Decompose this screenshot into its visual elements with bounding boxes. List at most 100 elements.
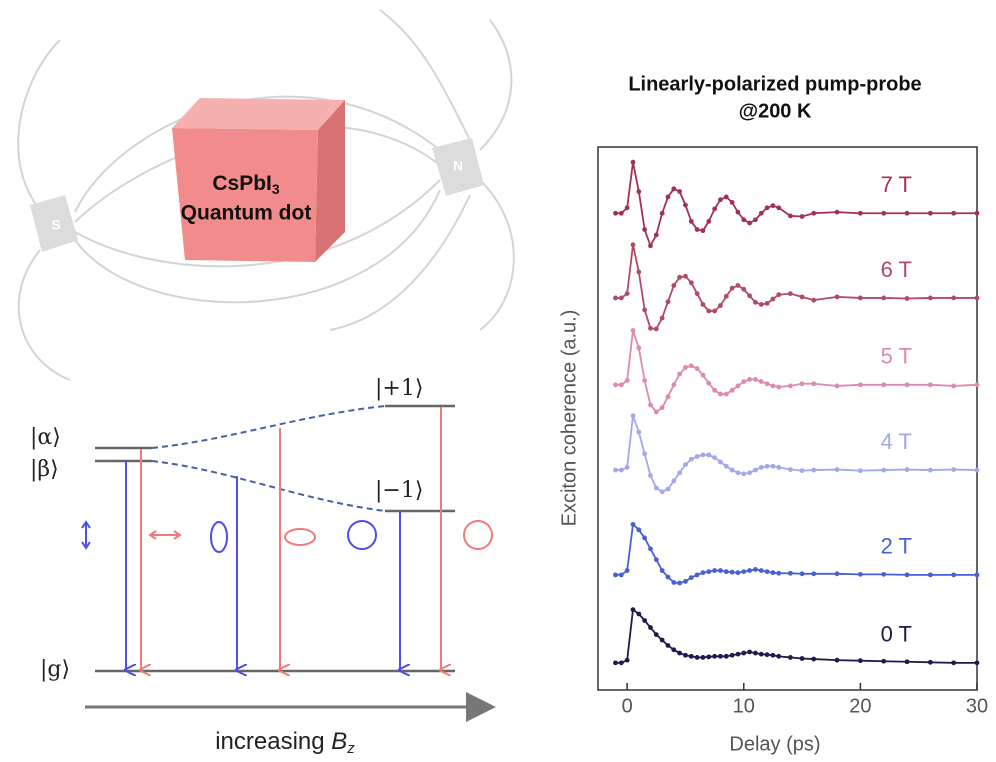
data-point — [613, 295, 618, 301]
data-point — [723, 653, 729, 659]
dashed-links — [151, 405, 386, 512]
data-point — [951, 295, 957, 301]
data-point — [700, 228, 706, 234]
data-point — [648, 473, 653, 478]
data-point — [648, 402, 653, 408]
magnet-label: S — [51, 217, 60, 233]
data-point — [683, 365, 688, 370]
data-point — [741, 471, 747, 477]
data-point — [834, 209, 840, 215]
series-label: 2 T — [881, 534, 912, 559]
data-point — [927, 467, 933, 473]
data-point — [951, 383, 957, 389]
data-point — [613, 660, 618, 666]
cube-side — [315, 100, 345, 262]
data-point — [788, 383, 793, 389]
data-point — [881, 467, 887, 473]
data-point — [636, 269, 642, 275]
data-point — [618, 572, 624, 578]
series-label: 0 T — [881, 622, 912, 647]
data-point — [904, 467, 910, 472]
data-point — [799, 571, 805, 577]
plot-frame — [597, 146, 978, 691]
data-point — [659, 637, 665, 643]
data-point — [636, 611, 642, 617]
data-point — [974, 467, 980, 473]
data-point — [904, 210, 910, 216]
data-point — [613, 572, 618, 578]
data-point — [788, 291, 793, 297]
trace-line — [615, 162, 977, 249]
data-point — [811, 381, 817, 387]
transitions — [126, 407, 441, 670]
data-point — [881, 382, 887, 388]
data-point — [904, 572, 910, 578]
data-point — [735, 383, 741, 389]
data-point — [636, 189, 642, 194]
data-point — [729, 652, 735, 658]
data-point — [700, 570, 706, 576]
data-point — [927, 382, 933, 388]
data-point — [677, 580, 683, 586]
data-point — [776, 653, 782, 659]
data-point — [770, 296, 776, 302]
data-point — [881, 210, 887, 216]
data-point — [653, 232, 659, 238]
data-point — [653, 632, 659, 638]
data-point — [630, 521, 636, 527]
data-point — [770, 383, 776, 389]
data-point — [764, 381, 770, 387]
data-point — [618, 210, 624, 216]
data-point — [677, 274, 683, 280]
state-label: |g⟩ — [40, 657, 70, 682]
data-point — [834, 294, 840, 300]
data-point — [857, 295, 863, 301]
data-point — [665, 194, 671, 200]
data-point — [700, 452, 706, 458]
data-point — [677, 189, 683, 194]
y-axis-label: Exciton coherence (a.u.) — [558, 310, 580, 527]
data-point — [712, 387, 718, 393]
data-point — [811, 467, 817, 473]
data-point — [723, 463, 729, 469]
data-point — [735, 283, 741, 288]
data-point — [753, 299, 758, 305]
data-point — [723, 391, 729, 397]
data-point — [653, 326, 659, 332]
data-point — [753, 567, 758, 572]
data-point — [642, 307, 648, 313]
data-point — [694, 572, 700, 578]
chart-subtitle: @200 K — [739, 100, 812, 122]
data-point — [636, 429, 642, 435]
data-point — [712, 206, 718, 212]
data-point — [741, 650, 747, 656]
data-point — [811, 210, 817, 216]
data-point — [659, 489, 665, 495]
data-point — [613, 467, 618, 473]
data-point — [671, 580, 677, 585]
data-point — [613, 382, 618, 388]
data-point — [764, 652, 770, 658]
data-point — [834, 571, 840, 577]
data-point — [857, 382, 863, 388]
data-point — [683, 462, 688, 468]
data-point — [799, 468, 805, 474]
data-point — [700, 302, 706, 307]
data-point — [770, 570, 776, 576]
data-point — [927, 659, 933, 665]
trace-line — [615, 522, 977, 584]
data-point — [881, 658, 887, 664]
data-point — [659, 210, 665, 216]
data-point — [857, 571, 863, 577]
data-point — [764, 300, 770, 306]
data-point — [613, 210, 618, 216]
data-point — [624, 464, 630, 470]
trace-line — [615, 330, 978, 414]
data-point — [694, 366, 700, 371]
trace-line — [615, 415, 978, 493]
data-point — [706, 569, 712, 575]
trace-line — [615, 607, 977, 664]
data-point — [659, 405, 665, 411]
data-point — [665, 394, 671, 400]
